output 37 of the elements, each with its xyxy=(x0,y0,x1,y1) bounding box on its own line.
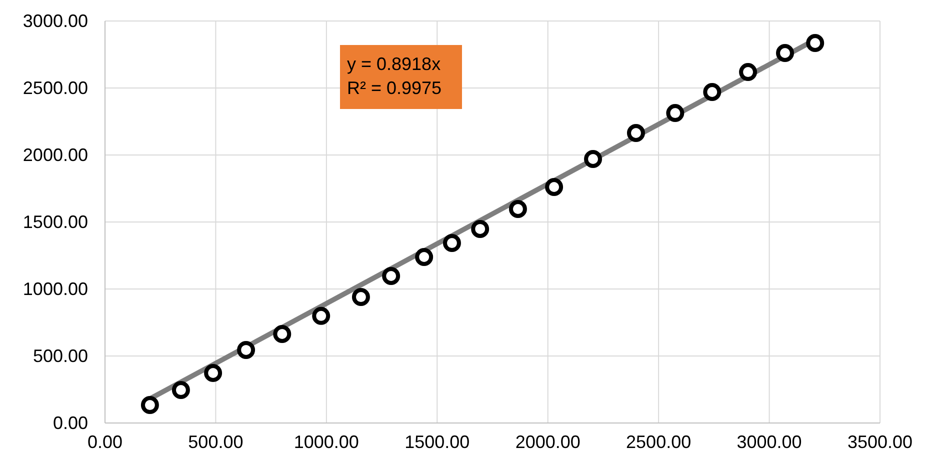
x-tick-label: 1000.00 xyxy=(294,432,359,452)
x-tick-label: 2500.00 xyxy=(626,432,692,452)
annotation: y = 0.8918x xyxy=(347,54,441,74)
x-tick-label: 2000.00 xyxy=(515,432,580,452)
y-tick-label: 3000.00 xyxy=(22,11,88,31)
point xyxy=(626,124,645,142)
point xyxy=(237,340,256,359)
y-tick-label: 1500.00 xyxy=(22,212,88,232)
point xyxy=(806,34,824,52)
point xyxy=(172,381,190,400)
y-tick-label: 2500.00 xyxy=(22,78,88,98)
x-tick-label: 500.00 xyxy=(188,432,244,452)
point xyxy=(442,234,461,252)
point xyxy=(140,396,159,414)
point xyxy=(382,267,400,285)
x-tick-label: 3500.00 xyxy=(847,432,913,452)
y-tick-label: 500.00 xyxy=(32,346,88,366)
point xyxy=(312,306,330,325)
x-tick-label: 1500.00 xyxy=(404,432,470,452)
y-tick-label: 2000.00 xyxy=(22,145,88,165)
point xyxy=(545,178,564,196)
point xyxy=(508,200,527,218)
x-tick-label: 3000.00 xyxy=(736,432,802,452)
x-tick-label: 0.00 xyxy=(87,432,123,452)
point xyxy=(739,63,758,82)
point xyxy=(776,44,794,62)
point xyxy=(471,220,490,238)
point xyxy=(415,248,434,266)
point xyxy=(703,83,722,102)
y-tick-label: 1000.00 xyxy=(22,279,88,299)
point xyxy=(273,325,292,344)
annotation: R² = 0.9975 xyxy=(347,78,442,98)
point xyxy=(352,288,370,306)
point xyxy=(204,364,222,382)
y-tick-label: 0.00 xyxy=(52,413,88,433)
point xyxy=(584,150,602,168)
point xyxy=(666,104,684,122)
